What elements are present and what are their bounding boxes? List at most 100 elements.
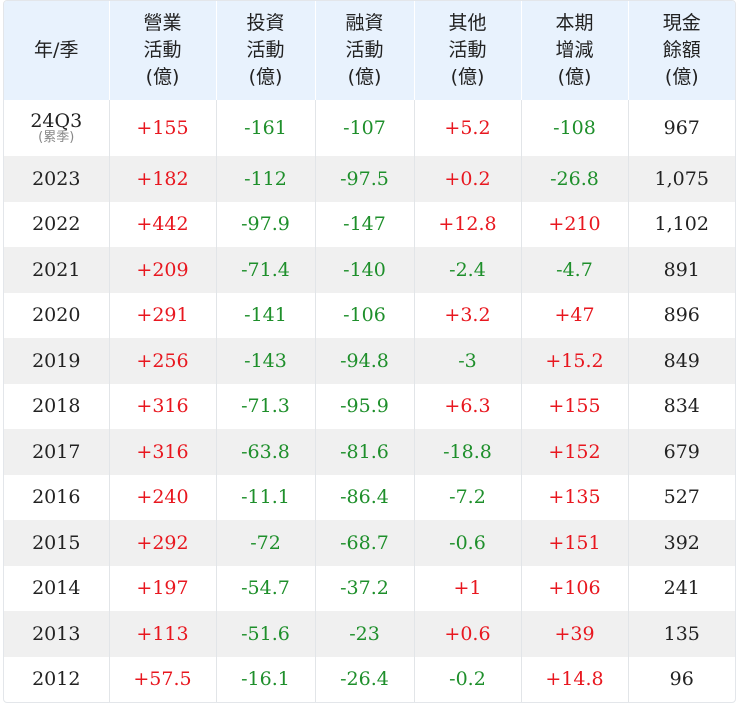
year-cell: 2020 [4,292,110,338]
operating-value: +57.5 [109,656,217,702]
year-cell: 2023 [4,156,110,202]
header-investing: 投資 活動 (億) [216,1,316,100]
header-financing: 融資 活動 (億) [315,1,415,100]
year-cell: 2017 [4,429,110,475]
change-value: +39 [521,611,629,657]
cash-balance-value: 392 [628,520,735,566]
operating-value: +197 [109,565,217,611]
year-label: 24Q3 [30,110,83,132]
year-label: 2015 [32,531,81,554]
year-cell: 2019 [4,338,110,384]
table-row: 2014 +197 -54.7 -37.2 +1 +106 241 [4,565,735,611]
cash-flow-table: 年/季 營業 活動 (億) 投資 活動 (億) 融資 活動 (億) 其他 活動 (億) 本期 增減… [4,1,735,702]
year-cell: 2021 [4,247,110,293]
investing-value: -51.6 [216,611,316,657]
financing-value: -81.6 [315,429,415,475]
cash-balance-value: 896 [663,304,700,327]
header-cash: 現金 餘額 (億) [628,1,735,100]
year-cell: 2013 [4,611,110,657]
operating-value: +256 [109,338,217,384]
year-label: 2017 [32,440,81,463]
table-row: 2021 +209 -71.4 -140 -2.4 -4.7 891 [4,247,735,293]
financing-value: -147 [315,201,415,247]
table-row: 2016 +240 -11.1 -86.4 -7.2 +135 527 [4,474,735,520]
other-value: -3 [414,338,522,384]
change-value: +152 [521,429,629,475]
investing-value: -97.9 [216,201,316,247]
year-cell: 2022 [4,201,110,247]
financing-value: -95.9 [315,383,415,429]
cash-flow-table-card: 年/季 營業 活動 (億) 投資 活動 (億) 融資 活動 (億) 其他 活動 (億) 本期 增減… [3,0,736,703]
other-value: +12.8 [414,201,522,247]
change-value: +47 [521,292,629,338]
year-label: 2014 [32,577,81,600]
other-value: -7.2 [414,474,522,520]
change-value: +155 [521,383,629,429]
financing-value: -140 [315,247,415,293]
table-row: 2020 +291 -141 -106 +3.2 +47 896 [4,292,735,338]
investing-value: -161 [216,100,316,156]
other-value: +5.2 [414,100,522,156]
year-cell: 2018 [4,383,110,429]
year-cell: 2012 [4,656,110,702]
year-cell: 2014 [4,565,110,611]
financing-value: -97.5 [315,156,415,202]
table-row: 2019 +256 -143 -94.8 -3 +15.2 849 [4,338,735,384]
operating-value: +316 [109,429,217,475]
cash-balance-value: 849 [628,338,735,384]
year-label: 2016 [32,486,81,509]
investing-value: -141 [216,292,316,338]
financing-value: -37.2 [315,565,415,611]
operating-value: +292 [109,520,217,566]
year-sub-label: (累季) [38,130,75,145]
change-value: +14.8 [521,656,629,702]
investing-value: -143 [216,338,316,384]
table-row: 2022 +442 -97.9 -147 +12.8 +210 1,102 [4,201,735,247]
cash-balance-value: 967 [663,117,700,139]
table-row: 2013 +113 -51.6 -23 +0.6 +39 135 [4,611,735,657]
cash-balance-value: 96 [669,668,694,691]
financing-value: -107 [315,100,415,156]
table-row: 2017 +316 -63.8 -81.6 -18.8 +152 679 [4,429,735,475]
financing-value: -86.4 [315,474,415,520]
year-label: 2022 [32,213,81,236]
financing-value: -23 [315,611,415,657]
other-value: -0.2 [414,656,522,702]
other-value: +1 [414,565,522,611]
other-value: +0.2 [414,156,522,202]
cash-balance-value: 679 [628,429,735,475]
operating-value: +182 [109,156,217,202]
cash-balance-value: 891 [628,247,735,293]
investing-value: -63.8 [216,429,316,475]
operating-value: +240 [109,474,217,520]
year-label: 2021 [32,258,81,281]
investing-value: -71.4 [216,247,316,293]
operating-value: +291 [109,292,217,338]
investing-value: -16.1 [216,656,316,702]
investing-value: -112 [216,156,316,202]
operating-value: +209 [109,247,217,293]
year-label: 2019 [32,349,81,372]
change-value: -26.8 [521,156,629,202]
table-header-row: 年/季 營業 活動 (億) 投資 活動 (億) 融資 活動 (億) 其他 活動 (億) 本期 增減… [4,1,735,100]
cash-balance-value: 834 [663,395,700,418]
table-row: 2012 +57.5 -16.1 -26.4 -0.2 +14.8 96 [4,656,735,702]
other-value: +3.2 [414,292,522,338]
other-value: -18.8 [414,429,522,475]
header-change: 本期 增減 (億) [521,1,629,100]
cash-balance-value: 241 [663,577,700,600]
financing-value: -94.8 [315,338,415,384]
year-label: 2023 [32,167,81,190]
table-row: 2015 +292 -72 -68.7 -0.6 +151 392 [4,520,735,566]
other-value: -2.4 [414,247,522,293]
change-value: -4.7 [521,247,629,293]
investing-value: -11.1 [216,474,316,520]
change-value: +106 [521,565,629,611]
cash-balance-value: 1,075 [628,156,735,202]
investing-value: -71.3 [216,383,316,429]
change-value: +210 [521,201,629,247]
change-value: -108 [521,100,629,156]
financing-value: -106 [315,292,415,338]
header-operating: 營業 活動 (億) [109,1,217,100]
change-value: +135 [521,474,629,520]
